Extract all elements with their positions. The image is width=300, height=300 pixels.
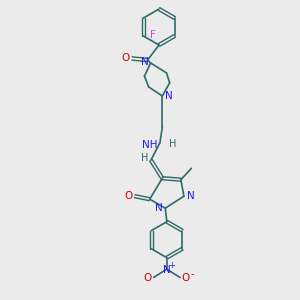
Text: -: - [191, 269, 194, 280]
Text: O: O [124, 190, 133, 201]
Text: N: N [163, 265, 171, 275]
Text: N: N [187, 190, 194, 201]
Text: O: O [122, 53, 130, 63]
Text: H: H [141, 153, 148, 163]
Text: N: N [141, 57, 149, 67]
Text: N: N [165, 91, 173, 101]
Text: O: O [182, 273, 190, 283]
Text: O: O [143, 273, 152, 283]
Text: F: F [150, 29, 156, 40]
Text: +: + [169, 261, 175, 270]
Text: H: H [169, 139, 176, 149]
Text: NH: NH [142, 140, 158, 150]
Text: N: N [155, 202, 163, 213]
